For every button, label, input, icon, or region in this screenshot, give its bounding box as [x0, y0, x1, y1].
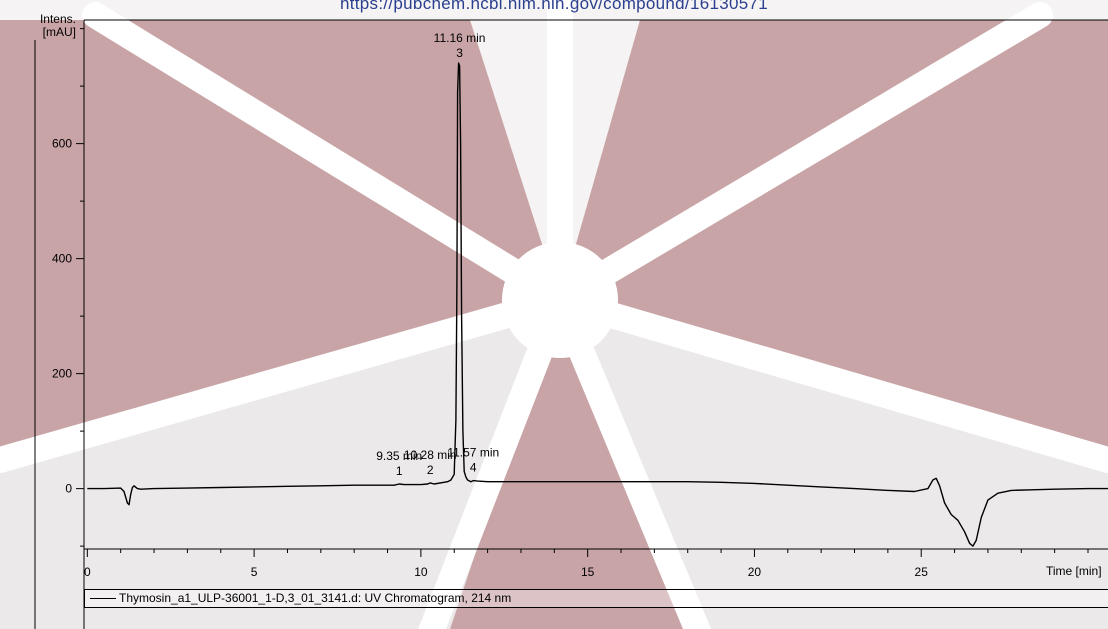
- y-axis-unit: [mAU]: [42, 25, 76, 39]
- watermark-center: [502, 242, 618, 358]
- watermark-light-left-shape: [0, 300, 560, 629]
- legend-box: Thymosin_a1_ULP-36001_1-D,3_01_3141.d: U…: [84, 589, 1108, 608]
- y-tick-label: 400: [52, 252, 72, 266]
- y-tick-label: 600: [52, 137, 72, 151]
- peak-time-label: 11.57 min: [447, 446, 499, 460]
- x-tick-label: 10: [414, 565, 428, 579]
- x-tick-label: 20: [748, 565, 762, 579]
- peak-time-label: 10.28 min: [404, 448, 457, 462]
- axes: [34, 19, 1108, 629]
- watermark-dark-bottom-shape: [450, 300, 690, 629]
- x-tick-label: 0: [84, 565, 91, 579]
- y-axis-label: Intens.: [39, 12, 76, 26]
- x-tick-label: 25: [915, 565, 929, 579]
- x-tick-label: 5: [251, 565, 258, 579]
- watermark-light-right-shape: [560, 300, 1108, 629]
- y-tick-label: 0: [65, 482, 72, 496]
- peak-number-label: 1: [396, 464, 403, 478]
- peak-time-label: 9.35 min: [376, 449, 422, 463]
- peak-number-label: 4: [470, 461, 477, 475]
- x-axis-title: Time [min]: [1046, 564, 1102, 578]
- series-layer: [87, 62, 1108, 547]
- legend-line-swatch: [90, 598, 116, 599]
- watermark-dark-left-shape: [0, 20, 560, 470]
- y-tick-label: 200: [52, 367, 72, 381]
- y-axis-title: Intens. [mAU]: [32, 13, 76, 39]
- peak-time-label: 11.16 min: [434, 31, 486, 45]
- chromatogram-trace: [87, 62, 1108, 547]
- peak-number-label: 2: [427, 463, 434, 477]
- axis-ticks: 0 200 400 600 0 5 10 15 20 25: [52, 28, 1089, 579]
- peak-number-label: 3: [456, 46, 463, 60]
- watermark-dark-right-shape: [560, 20, 1108, 470]
- legend-entry: Thymosin_a1_ULP-36001_1-D,3_01_3141.d: U…: [119, 591, 512, 605]
- x-tick-label: 15: [581, 565, 595, 579]
- watermark-url: https://pubchem.ncbi.nlm.nih.gov/compoun…: [340, 0, 768, 13]
